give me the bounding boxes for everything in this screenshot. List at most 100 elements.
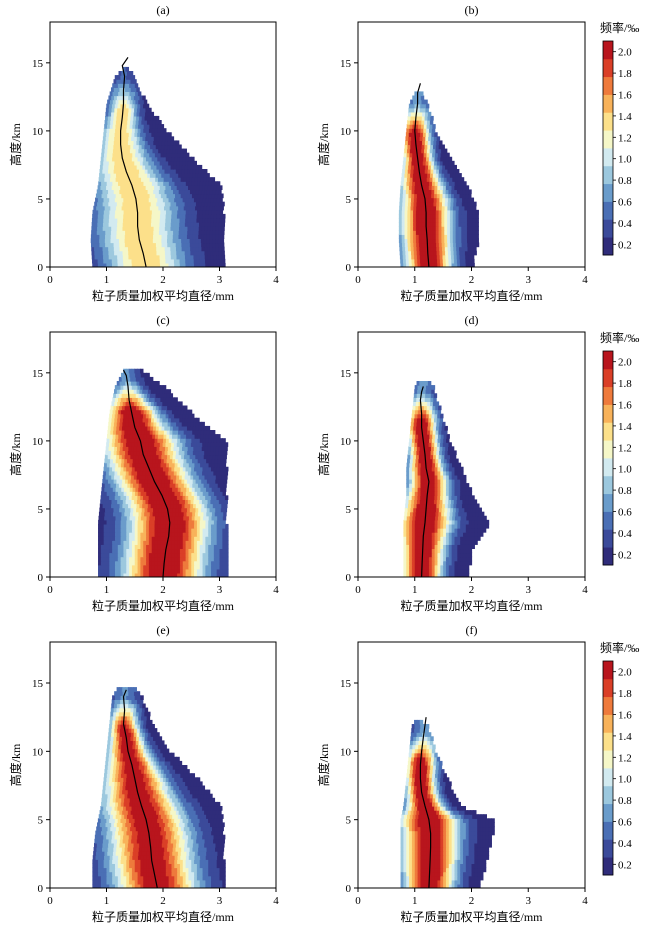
heatmap-cell bbox=[114, 470, 118, 476]
heatmap-cell bbox=[166, 458, 171, 464]
heatmap-cell bbox=[208, 552, 212, 558]
heatmap-cell bbox=[215, 189, 219, 195]
heatmap-cell bbox=[180, 434, 184, 439]
heatmap-cell bbox=[439, 246, 443, 252]
heatmap-cell bbox=[90, 242, 95, 248]
heatmap-cell bbox=[173, 446, 177, 452]
heatmap-cell bbox=[455, 507, 460, 513]
heatmap-cell bbox=[116, 450, 121, 456]
heatmap-cell bbox=[436, 140, 440, 146]
heatmap-cell bbox=[127, 238, 131, 244]
heatmap-cell bbox=[113, 479, 118, 484]
heatmap-cell bbox=[410, 242, 414, 248]
heatmap-cell bbox=[172, 242, 177, 248]
heatmap-cell bbox=[112, 515, 117, 521]
heatmap-cell bbox=[208, 548, 212, 554]
heatmap-cell bbox=[439, 193, 444, 199]
heatmap-cell bbox=[190, 503, 194, 509]
heatmap-cell bbox=[153, 503, 157, 509]
heatmap-cell bbox=[120, 495, 124, 501]
heatmap-cell bbox=[421, 511, 425, 517]
heatmap-cell bbox=[185, 556, 190, 562]
heatmap-cell bbox=[407, 144, 411, 150]
heatmap-cell bbox=[115, 434, 119, 439]
heatmap-cell bbox=[190, 254, 195, 260]
heatmap-cell bbox=[161, 503, 166, 509]
heatmap-cell bbox=[150, 169, 154, 174]
heatmap-cell bbox=[154, 397, 159, 403]
heatmap-cell bbox=[202, 181, 207, 186]
heatmap-cell bbox=[200, 430, 205, 435]
heatmap-cell bbox=[398, 209, 403, 215]
heatmap-cell bbox=[417, 548, 422, 554]
heatmap-cell bbox=[182, 495, 186, 501]
heatmap-cell bbox=[101, 177, 105, 182]
heatmap-cell bbox=[106, 528, 110, 533]
heatmap-cell bbox=[117, 185, 121, 191]
heatmap-cell bbox=[455, 238, 460, 244]
heatmap-cell bbox=[412, 95, 416, 101]
heatmap-cell bbox=[157, 532, 161, 537]
heatmap-cell bbox=[141, 144, 146, 150]
heatmap-cell bbox=[98, 544, 102, 550]
heatmap-cell bbox=[458, 238, 462, 244]
heatmap-cell bbox=[109, 156, 113, 162]
heatmap-cell bbox=[402, 160, 407, 166]
heatmap-cell bbox=[454, 536, 458, 541]
heatmap-cell bbox=[192, 173, 196, 178]
heatmap-cell bbox=[143, 397, 147, 403]
heatmap-cell bbox=[431, 262, 436, 267]
heatmap-cell bbox=[430, 213, 434, 219]
heatmap-cell bbox=[220, 511, 224, 517]
heatmap-cell bbox=[151, 181, 156, 186]
heatmap-cell bbox=[423, 483, 427, 488]
heatmap-cell bbox=[156, 417, 161, 423]
heatmap-cell bbox=[212, 238, 216, 244]
heatmap-cell bbox=[449, 177, 453, 182]
heatmap-cell bbox=[222, 560, 226, 566]
heatmap-cell bbox=[222, 568, 226, 574]
heatmap-cell bbox=[222, 536, 226, 541]
heatmap-cell bbox=[165, 519, 170, 525]
heatmap-cell bbox=[148, 540, 153, 545]
heatmap-cell bbox=[134, 499, 138, 505]
heatmap-cell bbox=[177, 434, 182, 439]
heatmap-cell bbox=[465, 495, 470, 501]
heatmap-cell bbox=[174, 413, 178, 419]
heatmap-cell bbox=[122, 470, 127, 476]
heatmap-cell bbox=[438, 177, 442, 182]
heatmap-cell bbox=[136, 107, 141, 113]
heatmap-cell bbox=[418, 144, 423, 150]
heatmap-cell bbox=[121, 458, 125, 464]
heatmap-cell bbox=[163, 528, 167, 533]
heatmap-cell bbox=[417, 156, 421, 162]
heatmap-cell bbox=[173, 201, 177, 207]
heatmap-cell bbox=[459, 499, 463, 505]
heatmap-cell bbox=[468, 540, 473, 545]
heatmap-cell bbox=[155, 115, 160, 121]
heatmap-cell bbox=[130, 511, 134, 517]
heatmap-cell bbox=[414, 185, 419, 191]
heatmap-cell bbox=[102, 474, 107, 480]
heatmap-cell bbox=[201, 189, 205, 195]
heatmap-cell bbox=[183, 238, 188, 244]
heatmap-cell bbox=[102, 238, 106, 244]
heatmap-cell bbox=[157, 564, 161, 570]
heatmap-cell bbox=[426, 564, 430, 570]
heatmap-cell bbox=[206, 458, 210, 464]
heatmap-cell bbox=[134, 262, 139, 267]
heatmap-cell bbox=[190, 258, 195, 264]
heatmap-cell bbox=[150, 381, 155, 386]
heatmap-cell bbox=[134, 552, 139, 558]
heatmap-cell bbox=[103, 132, 107, 137]
heatmap-cell bbox=[128, 75, 133, 80]
heatmap-cell bbox=[183, 454, 188, 460]
heatmap-cell bbox=[191, 528, 195, 533]
heatmap-cell bbox=[212, 450, 217, 456]
heatmap-cell bbox=[460, 523, 464, 529]
heatmap-cell bbox=[464, 246, 469, 252]
heatmap-cell bbox=[207, 446, 211, 452]
heatmap-cell bbox=[460, 548, 464, 554]
heatmap-cell bbox=[461, 507, 465, 513]
heatmap-cell bbox=[109, 413, 113, 419]
